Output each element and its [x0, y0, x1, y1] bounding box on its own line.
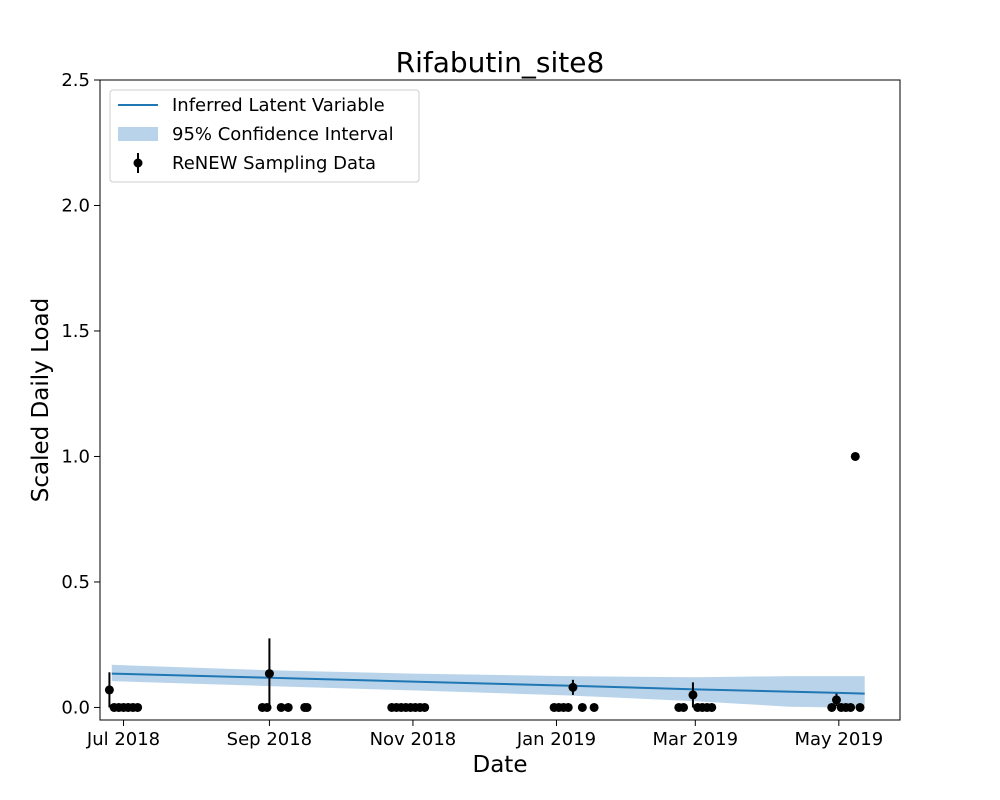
- data-point-40: [846, 702, 856, 712]
- legend: Inferred Latent Variable 95% Confidence …: [109, 89, 420, 183]
- legend-point-swatch: [133, 158, 143, 168]
- confidence-band-layer: [111, 664, 865, 708]
- x-axis-ticks: Jul 2018 Sep 2018 Nov 2018 Jan 2019 Mar 2019…: [86, 720, 883, 750]
- y-tick-label-2: 1.0: [61, 446, 90, 467]
- data-point-31: [688, 690, 698, 700]
- x-tick-label-1: Sep 2018: [227, 729, 312, 750]
- data-point-37: [831, 695, 841, 705]
- x-axis-label: Date: [473, 752, 528, 778]
- x-tick-label-4: Mar 2019: [653, 729, 739, 750]
- data-point-10: [276, 702, 286, 712]
- data-point-13: [302, 702, 312, 712]
- data-point-27: [577, 702, 587, 712]
- data-point-0: [104, 685, 114, 695]
- legend-label-latent: Inferred Latent Variable: [172, 95, 385, 116]
- y-axis-ticks: 0.0 0.5 1.0 1.5 2.0 2.5: [61, 70, 100, 718]
- confidence-band: [111, 664, 865, 708]
- legend-band-swatch: [118, 127, 158, 141]
- legend-box: [109, 89, 420, 183]
- data-point-26: [568, 682, 578, 692]
- x-tick-label-3: Jan 2019: [516, 729, 596, 750]
- chart-title: Rifabutin_site8: [396, 46, 605, 79]
- y-tick-label-1: 0.5: [61, 572, 90, 593]
- data-point-25: [563, 702, 573, 712]
- y-tick-label-0: 0.0: [61, 697, 90, 718]
- data-point-36: [827, 702, 837, 712]
- legend-label-points: ReNEW Sampling Data: [172, 153, 376, 174]
- x-tick-label-2: Nov 2018: [370, 729, 457, 750]
- data-point-11: [283, 702, 293, 712]
- data-point-9: [264, 669, 274, 679]
- y-tick-label-4: 2.0: [61, 195, 90, 216]
- y-tick-label-3: 1.5: [61, 321, 90, 342]
- data-point-30: [679, 702, 689, 712]
- data-point-42: [855, 702, 865, 712]
- data-point-21: [420, 702, 430, 712]
- plot-frame: [99, 79, 901, 721]
- data-point-28: [589, 702, 599, 712]
- sampling-points-layer: [104, 451, 865, 712]
- data-point-6: [133, 702, 143, 712]
- data-point-41: [850, 451, 860, 461]
- x-tick-label-0: Jul 2018: [86, 729, 160, 750]
- y-axis-label: Scaled Daily Load: [28, 298, 54, 502]
- legend-label-band: 95% Confidence Interval: [172, 124, 394, 145]
- data-point-35: [707, 702, 717, 712]
- x-tick-label-5: May 2019: [794, 729, 883, 750]
- y-tick-label-5: 2.5: [61, 70, 90, 91]
